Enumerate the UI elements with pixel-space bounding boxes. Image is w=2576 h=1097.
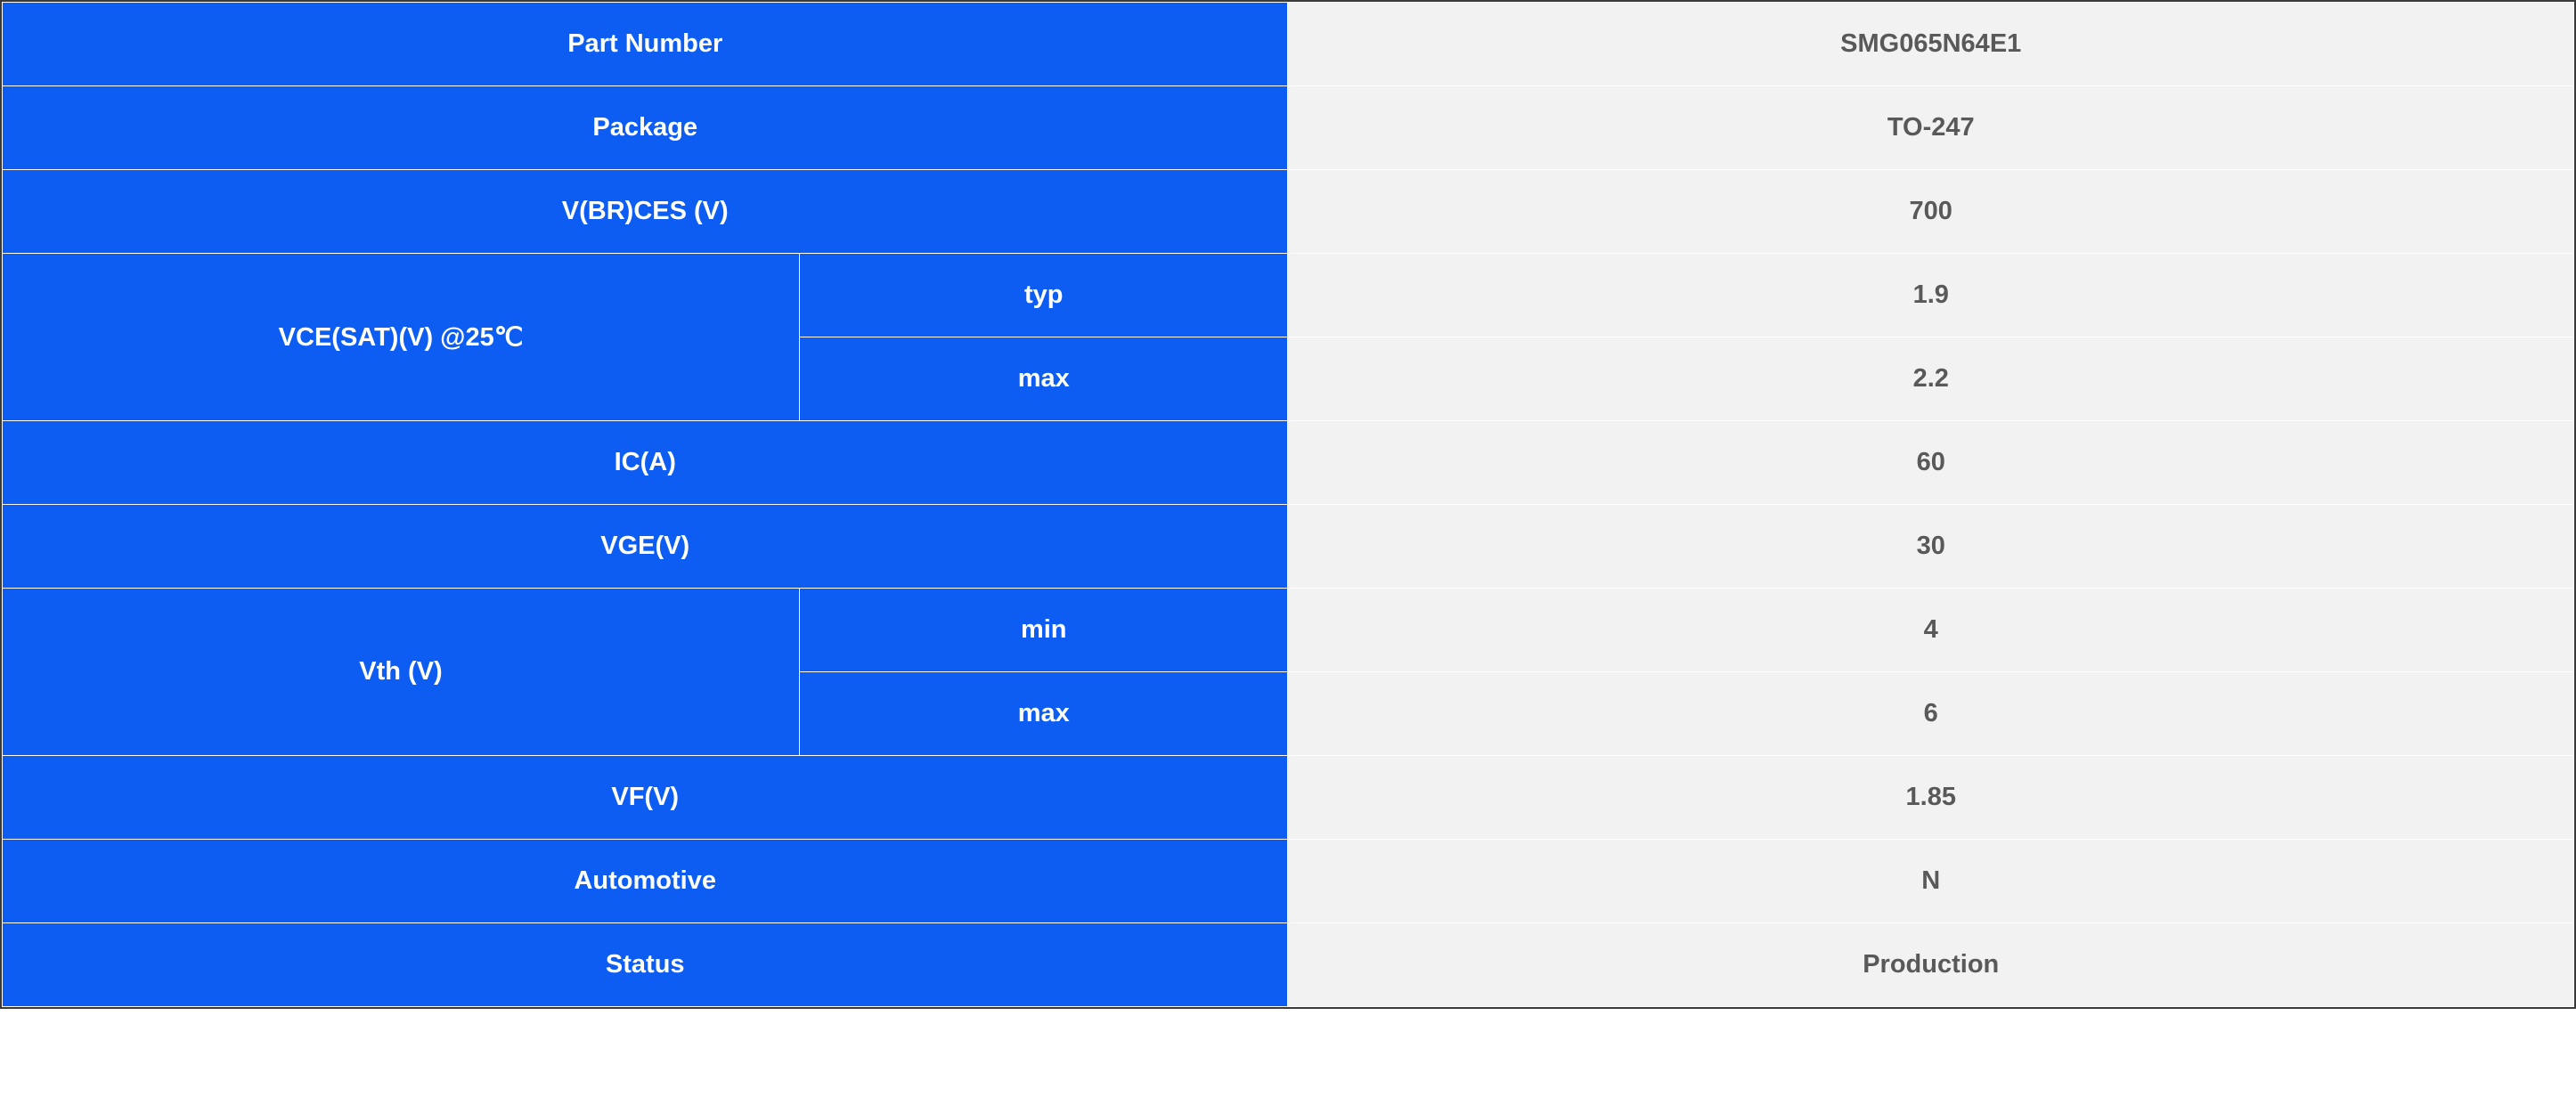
row-label: Automotive xyxy=(3,840,1288,923)
table-row: VGE(V) 30 xyxy=(3,505,2574,589)
row-value: N xyxy=(1288,840,2574,923)
row-value: TO-247 xyxy=(1288,86,2574,170)
row-sub-label: max xyxy=(799,337,1288,421)
row-label: VCE(SAT)(V) @25℃ xyxy=(3,254,800,421)
table-row: Vth (V) min 4 xyxy=(3,589,2574,672)
row-value: 60 xyxy=(1288,421,2574,505)
row-label: Vth (V) xyxy=(3,589,800,756)
row-value: 4 xyxy=(1288,589,2574,672)
spec-table-wrap: Part Number SMG065N64E1 Package TO-247 V… xyxy=(0,0,2576,1009)
table-row: VF(V) 1.85 xyxy=(3,756,2574,840)
row-value: 700 xyxy=(1288,170,2574,254)
row-value: 2.2 xyxy=(1288,337,2574,421)
spec-table: Part Number SMG065N64E1 Package TO-247 V… xyxy=(2,2,2574,1007)
row-label: Part Number xyxy=(3,3,1288,86)
table-row: Automotive N xyxy=(3,840,2574,923)
table-row: V(BR)CES (V) 700 xyxy=(3,170,2574,254)
row-value: 1.9 xyxy=(1288,254,2574,337)
row-sub-label: min xyxy=(799,589,1288,672)
row-value: 6 xyxy=(1288,672,2574,756)
table-row: Status Production xyxy=(3,923,2574,1007)
table-row: Package TO-247 xyxy=(3,86,2574,170)
table-row: IC(A) 60 xyxy=(3,421,2574,505)
row-value: Production xyxy=(1288,923,2574,1007)
row-value: 1.85 xyxy=(1288,756,2574,840)
row-label: Status xyxy=(3,923,1288,1007)
row-sub-label: typ xyxy=(799,254,1288,337)
table-row: Part Number SMG065N64E1 xyxy=(3,3,2574,86)
row-label: VF(V) xyxy=(3,756,1288,840)
row-label: V(BR)CES (V) xyxy=(3,170,1288,254)
row-value: SMG065N64E1 xyxy=(1288,3,2574,86)
row-label: IC(A) xyxy=(3,421,1288,505)
row-label: VGE(V) xyxy=(3,505,1288,589)
row-label: Package xyxy=(3,86,1288,170)
row-value: 30 xyxy=(1288,505,2574,589)
table-row: VCE(SAT)(V) @25℃ typ 1.9 xyxy=(3,254,2574,337)
row-sub-label: max xyxy=(799,672,1288,756)
